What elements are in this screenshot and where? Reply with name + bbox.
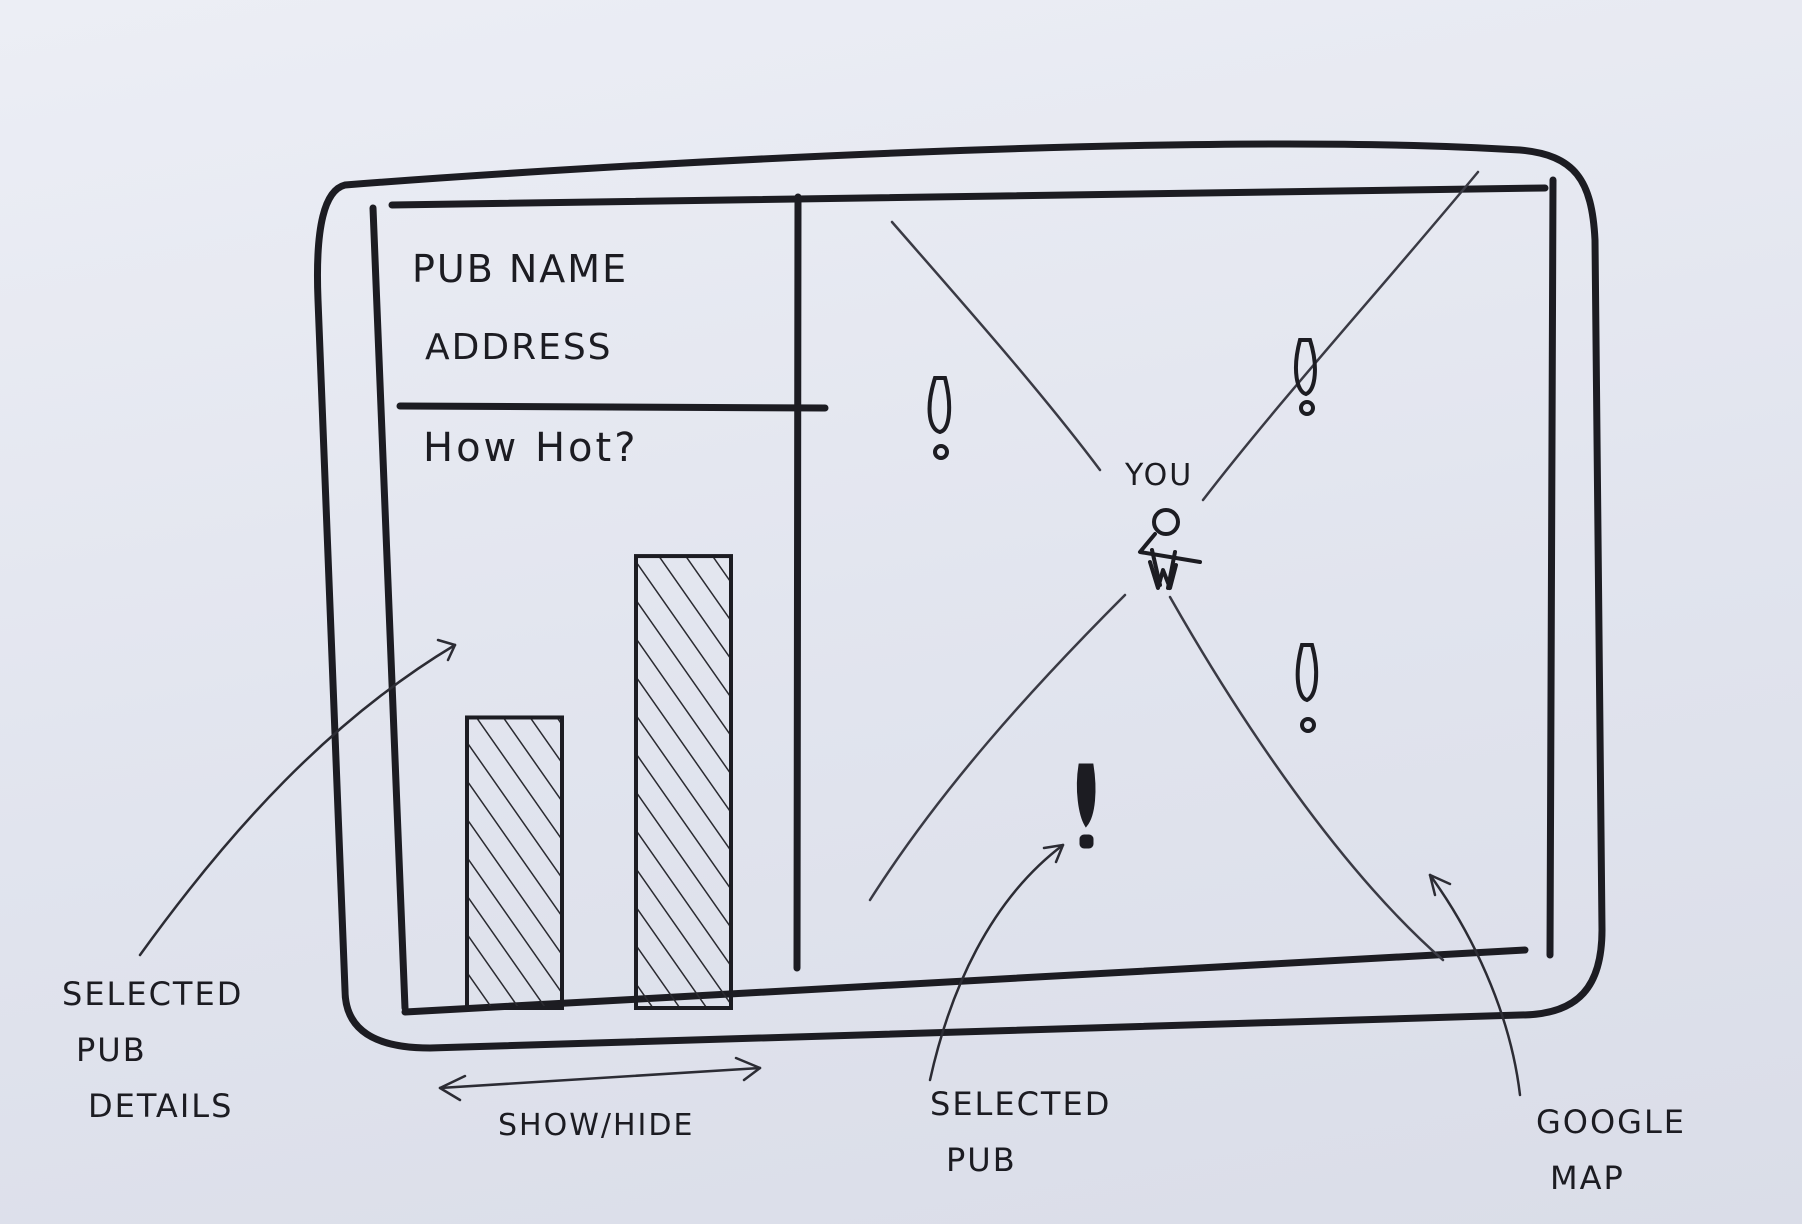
- arrow-to-details: [138, 643, 457, 957]
- annotation-line: PUB: [946, 1141, 1017, 1179]
- heat-bar: [465, 715, 564, 1010]
- annotation-selected-pub: SELECTED PUB: [930, 1076, 1111, 1188]
- annotation-line: GOOGLE: [1536, 1103, 1687, 1141]
- annotation-google-map: GOOGLE MAP: [1536, 1094, 1686, 1206]
- show-hide-arrow: [438, 1066, 762, 1090]
- arrow-to-google-map: [1428, 873, 1522, 1097]
- annotation-selected-pub-details: SELECTED PUB DETAILS: [62, 966, 243, 1134]
- pub-marker[interactable]: [927, 376, 952, 460]
- arrow-to-selected-pub: [928, 843, 1065, 1082]
- user-location-label: YOU: [1125, 458, 1194, 493]
- annotation-line: DETAILS: [88, 1087, 234, 1125]
- heat-bar: [634, 554, 733, 1011]
- user-figure-icon: [1138, 508, 1202, 590]
- address-label: ADDRESS: [425, 327, 613, 368]
- show-hide-toggle[interactable]: SHOW/HIDE: [498, 1108, 695, 1143]
- heat-bar-chart: [465, 554, 733, 1011]
- pub-marker[interactable]: [1295, 643, 1319, 733]
- heat-question-label: How Hot?: [423, 425, 639, 471]
- annotation-line: SELECTED: [62, 975, 244, 1013]
- map-roads: [868, 170, 1480, 962]
- annotation-line: PUB: [76, 1031, 147, 1069]
- annotation-line: SELECTED: [930, 1085, 1112, 1123]
- screen-frame: [369, 176, 1557, 1016]
- pub-marker[interactable]: [1294, 338, 1317, 416]
- pub-name-label: PuB NAME: [412, 247, 629, 291]
- map-panel[interactable]: [810, 200, 1545, 960]
- device-outer-frame: [314, 140, 1606, 1052]
- annotation-line: MAP: [1550, 1159, 1625, 1197]
- selected-pub-marker[interactable]: [1076, 763, 1096, 849]
- annotation-arrows: [138, 638, 1522, 1102]
